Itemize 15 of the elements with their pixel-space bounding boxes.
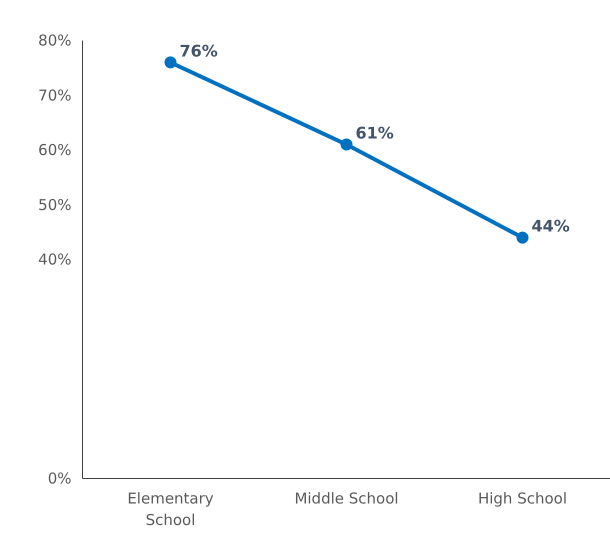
x-tick-label: Elementary School bbox=[127, 490, 214, 530]
text: 61% bbox=[356, 124, 394, 143]
y-tick-label: 50% bbox=[38, 196, 72, 214]
text: 44% bbox=[532, 216, 570, 236]
point bbox=[516, 232, 528, 244]
x-tick-label: High School bbox=[478, 490, 568, 508]
point bbox=[164, 56, 176, 68]
y-tick-label: 80% bbox=[38, 32, 72, 50]
text: 76% bbox=[180, 41, 218, 60]
y-tick-label: 0% bbox=[48, 470, 72, 488]
y-tick-label: 60% bbox=[38, 141, 72, 159]
point bbox=[340, 138, 352, 151]
x-tick-label: Middle School bbox=[294, 490, 399, 508]
y-tick-label: 40% bbox=[38, 250, 72, 268]
y-tick-label: 70% bbox=[38, 86, 72, 104]
